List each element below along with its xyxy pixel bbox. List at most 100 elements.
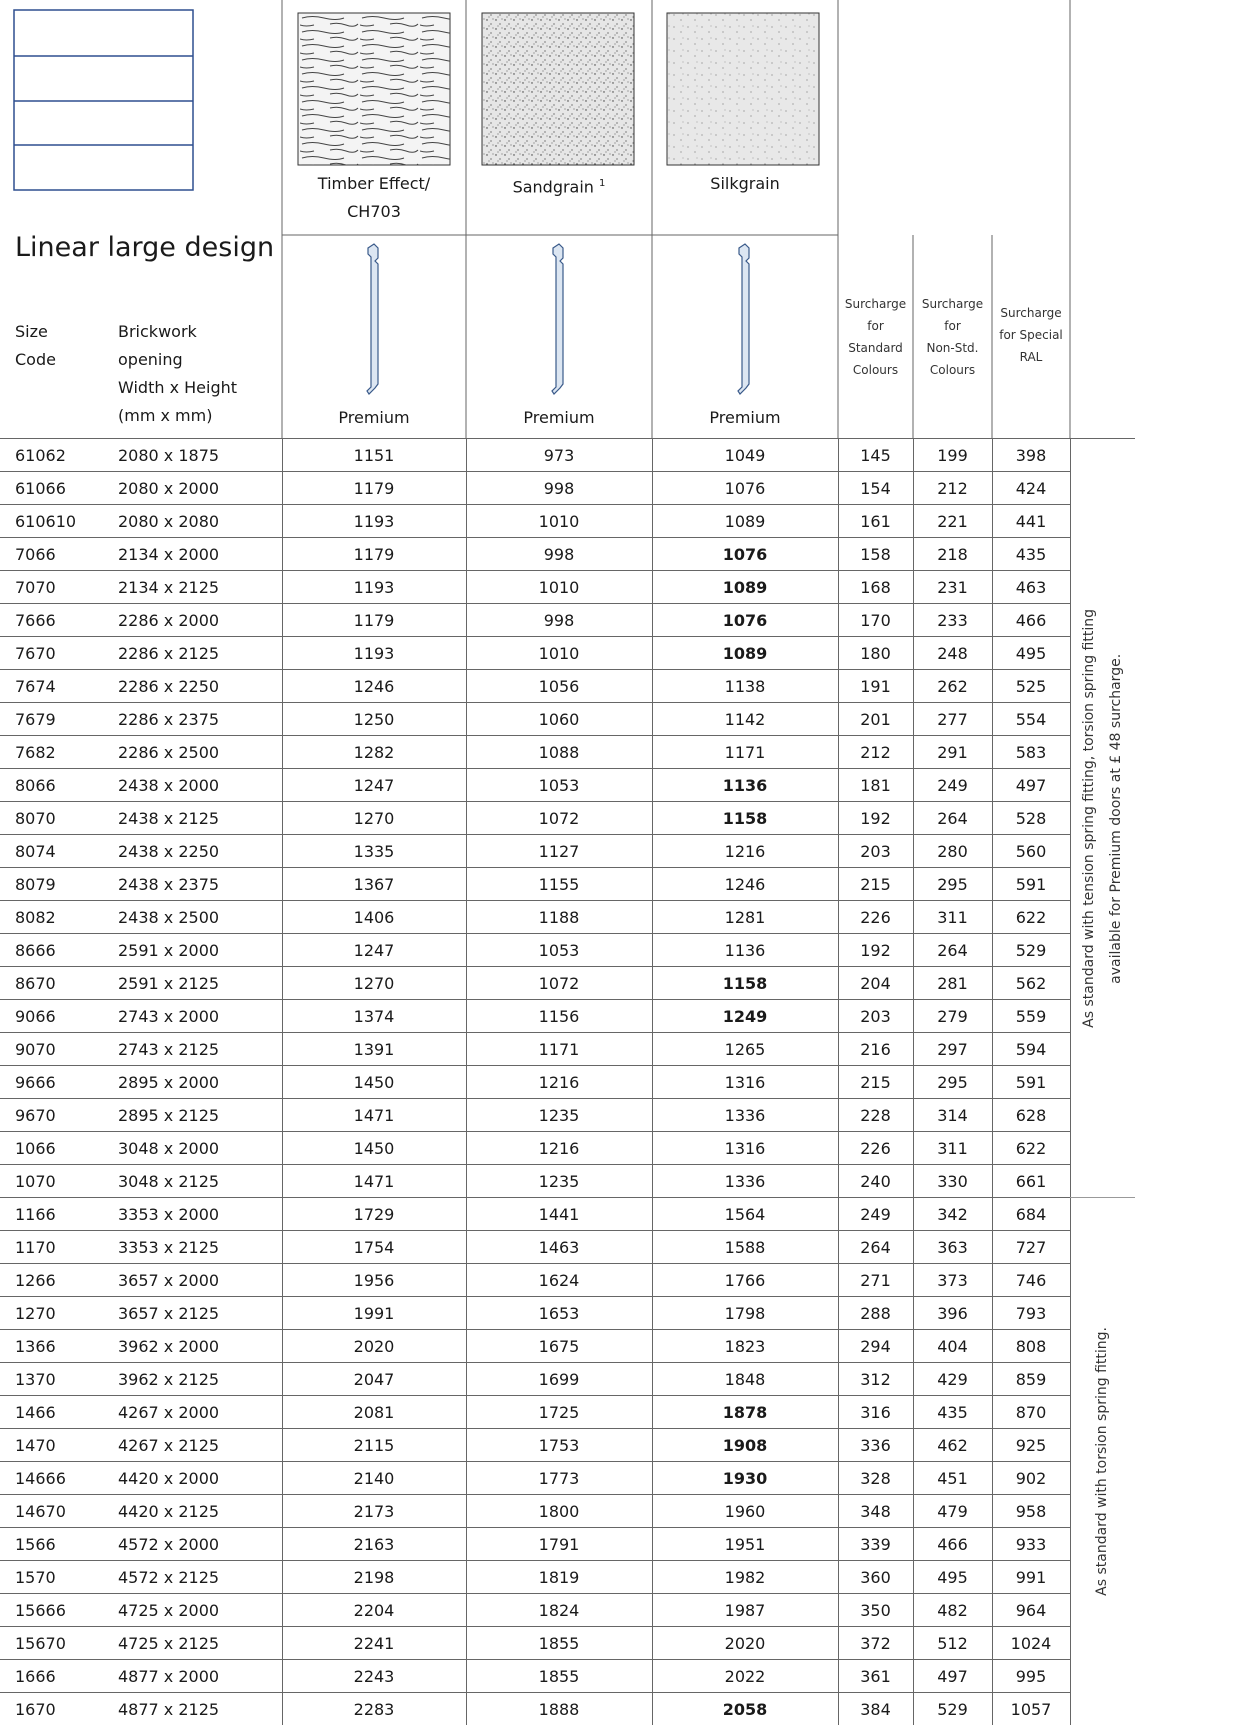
cell: 3657 x 2125 [118,1296,282,1330]
cell: 191 [837,669,913,703]
cell: 991 [991,1560,1070,1594]
cell: 7666 [0,603,118,637]
label-line: Sandgrain [512,177,594,197]
swatch-label: Sandgrain 1 [466,170,652,201]
cell: 7070 [0,570,118,604]
cell: 201 [837,702,913,736]
cell: 203 [837,834,913,868]
cell: 441 [991,504,1070,538]
cell: 964 [991,1593,1070,1627]
label-line: Silkgrain [710,174,780,193]
cell: 1391 [281,1032,466,1066]
cell: 264 [912,933,992,967]
cell: 8666 [0,933,118,967]
table-row: 7674 2286 x 2250 1246 1056 1138 191 262 525 [0,669,1135,703]
cell: 451 [912,1461,992,1495]
cell: 192 [837,801,913,835]
cell: 1675 [465,1329,652,1363]
cell: 1960 [651,1494,838,1528]
cell: 7066 [0,537,118,571]
cell: 226 [837,1131,913,1165]
cell: 1010 [465,570,652,604]
cell: 1450 [281,1065,466,1099]
cell: 1193 [281,570,466,604]
cell: 435 [912,1395,992,1429]
cell: 1282 [281,735,466,769]
cell: 231 [912,570,992,604]
cell: 350 [837,1593,913,1627]
cell: 8670 [0,966,118,1000]
table-row: 9066 2743 x 2000 1374 1156 1249 203 279 559 [0,999,1135,1033]
cell: 1471 [281,1098,466,1132]
cell: 1235 [465,1164,652,1198]
cell: 215 [837,1065,913,1099]
cell: 14670 [0,1494,118,1528]
cell: 1072 [465,966,652,1000]
cell: 3048 x 2125 [118,1164,282,1198]
cell: 1270 [0,1296,118,1330]
cell: 330 [912,1164,992,1198]
cell: 2743 x 2125 [118,1032,282,1066]
cell: 497 [991,768,1070,802]
cell: 8079 [0,867,118,901]
note-text: As standard with tension spring fitting,… [1076,609,1130,1028]
table-row: 14670 4420 x 2125 2173 1800 1960 348 479 958 [0,1494,1135,1528]
cell: 1179 [281,537,466,571]
cell: 204 [837,966,913,1000]
cell: 2243 [281,1659,466,1693]
note-line: As standard with torsion spring fitting. [1094,1327,1111,1596]
cell: 170 [837,603,913,637]
cell: 870 [991,1395,1070,1429]
cell: 1216 [465,1131,652,1165]
cell: 560 [991,834,1070,868]
cell: 1588 [651,1230,838,1264]
cell: 559 [991,999,1070,1033]
cell: 61066 [0,471,118,505]
cell: 462 [912,1428,992,1462]
cell: 1247 [281,933,466,967]
cell: 294 [837,1329,913,1363]
cell: 240 [837,1164,913,1198]
cell: 2895 x 2000 [118,1065,282,1099]
table-row: 1566 4572 x 2000 2163 1791 1951 339 466 933 [0,1527,1135,1561]
footnote-mark: 1 [599,178,606,189]
table-row: 1066 3048 x 2000 1450 1216 1316 226 311 622 [0,1131,1135,1165]
cell: 1366 [0,1329,118,1363]
cell: 1049 [651,438,838,472]
header-line: Surcharge [844,297,907,311]
cell: 15670 [0,1626,118,1660]
cell: 3353 x 2125 [118,1230,282,1264]
cell: 1367 [281,867,466,901]
cell: 1316 [651,1131,838,1165]
cell: 2591 x 2000 [118,933,282,967]
cell: 2080 x 2000 [118,471,282,505]
table-row: 1470 4267 x 2125 2115 1753 1908 336 462 925 [0,1428,1135,1462]
table-row: 1466 4267 x 2000 2081 1725 1878 316 435 870 [0,1395,1135,1429]
swatch-label: Silkgrain [652,170,838,198]
cell: 1072 [465,801,652,835]
cell: 2081 [281,1395,466,1429]
cell: 1089 [651,570,838,604]
cell: 1564 [651,1197,838,1231]
cell: 1216 [465,1065,652,1099]
cell: 1566 [0,1527,118,1561]
cell: 9670 [0,1098,118,1132]
cell: 973 [465,438,652,472]
cell: 995 [991,1659,1070,1693]
cell: 212 [837,735,913,769]
header-line: Size [15,322,48,341]
note-text: As standard with torsion spring fitting. [1089,1327,1116,1596]
cell: 9666 [0,1065,118,1099]
cell: 2438 x 2500 [118,900,282,934]
cell: 1466 [0,1395,118,1429]
cell: 591 [991,1065,1070,1099]
table-row: 8074 2438 x 2250 1335 1127 1216 203 280 560 [0,834,1135,868]
header-line: (mm x mm) [118,406,213,425]
cell: 249 [837,1197,913,1231]
cell: 14666 [0,1461,118,1495]
cell: 1089 [651,504,838,538]
cell: 384 [837,1692,913,1725]
table-row: 1570 4572 x 2125 2198 1819 1982 360 495 991 [0,1560,1135,1594]
cell: 2198 [281,1560,466,1594]
